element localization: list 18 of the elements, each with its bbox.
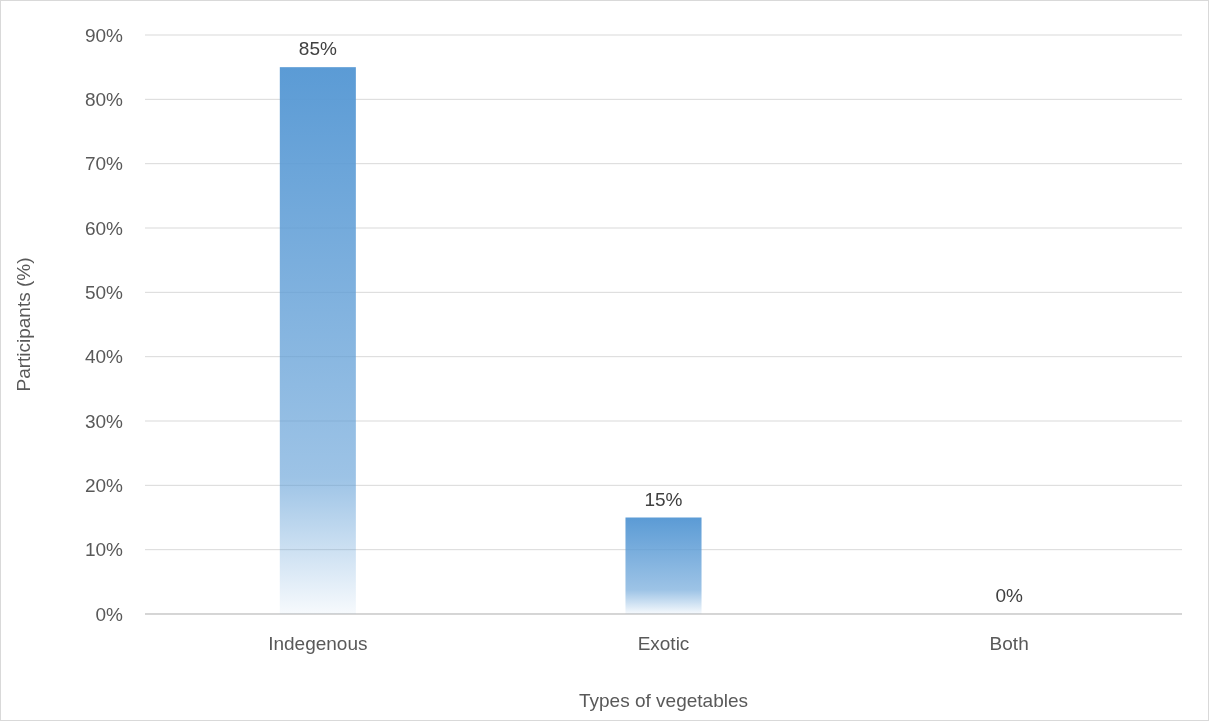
x-tick-label: Exotic (637, 633, 690, 654)
y-tick-label: 90% (84, 24, 124, 46)
x-axis-title: Types of vegetables (579, 690, 748, 711)
x-tick-label: Both (989, 633, 1029, 654)
x-tick-label: Indegenous (268, 633, 368, 654)
data-label: 85% (298, 38, 337, 60)
y-tick-label: 80% (84, 88, 124, 110)
data-label: 15% (644, 488, 683, 510)
data-label: 0% (995, 585, 1023, 606)
y-tick-label: 10% (84, 539, 124, 561)
y-tick-label: 30% (84, 410, 124, 432)
y-tick-label: 50% (84, 281, 124, 303)
y-tick-label: 40% (84, 346, 124, 368)
y-tick-label: 70% (84, 153, 124, 175)
y-axis-title: Participants (%) (13, 257, 34, 392)
y-tick-label: 60% (84, 217, 124, 239)
y-tick-label: 20% (84, 474, 124, 496)
y-tick-label: 0% (95, 603, 124, 625)
